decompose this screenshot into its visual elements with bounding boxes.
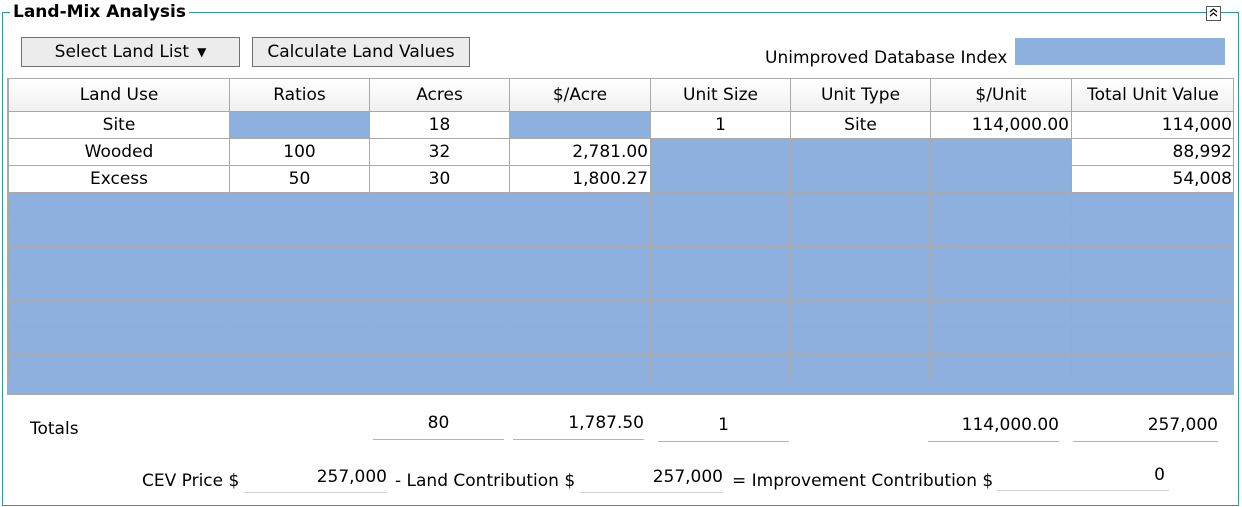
- cell-ratios[interactable]: [229, 110, 370, 139]
- select-land-list-label: Select Land List: [54, 42, 190, 62]
- table-row-empty[interactable]: [8, 245, 1233, 274]
- column-header-unit-size[interactable]: Unit Size: [650, 79, 791, 112]
- panel-title: Land-Mix Analysis: [10, 2, 189, 22]
- column-header-unit-type[interactable]: Unit Type: [790, 79, 931, 112]
- cell-unit-type[interactable]: Site: [790, 110, 931, 139]
- cell-acres[interactable]: 18: [369, 110, 510, 139]
- table-row: Wooded 100 32 2,781.00 88,992: [8, 137, 1233, 166]
- cell-per-unit[interactable]: [930, 137, 1072, 166]
- column-header-land-use[interactable]: Land Use: [8, 79, 230, 112]
- cell-per-acre[interactable]: [509, 110, 651, 139]
- dropdown-arrow-icon: ▼: [197, 45, 207, 59]
- cell-per-acre[interactable]: 1,800.27: [509, 164, 651, 193]
- land-mix-grid: Land Use Ratios Acres $/Acre Unit Size U…: [7, 78, 1234, 395]
- totals-per-acre: 1,787.50: [513, 413, 644, 440]
- cell-land-use[interactable]: Wooded: [8, 137, 230, 166]
- cell-unit-size[interactable]: 1: [650, 110, 791, 139]
- column-header-total-unit-value[interactable]: Total Unit Value: [1071, 79, 1233, 112]
- table-row-empty[interactable]: [8, 218, 1233, 247]
- table-row-empty[interactable]: [8, 191, 1233, 220]
- totals-per-unit: 114,000.00: [928, 415, 1059, 442]
- cell-per-acre[interactable]: 2,781.00: [509, 137, 651, 166]
- land-mix-table: Land Use Ratios Acres $/Acre Unit Size U…: [8, 79, 1233, 382]
- unimproved-db-index-field[interactable]: [1015, 38, 1225, 65]
- cell-per-unit[interactable]: 114,000.00: [930, 110, 1072, 139]
- table-row-empty[interactable]: [8, 353, 1233, 382]
- cell-total[interactable]: 54,008: [1071, 164, 1233, 193]
- cell-acres[interactable]: 32: [369, 137, 510, 166]
- improvement-contribution-value: 0: [997, 465, 1169, 491]
- table-row-empty[interactable]: [8, 299, 1233, 328]
- cell-ratios[interactable]: 50: [229, 164, 370, 193]
- totals-unit-size: 1: [658, 415, 789, 442]
- cell-unit-size[interactable]: [650, 137, 791, 166]
- column-header-ratios[interactable]: Ratios: [229, 79, 370, 112]
- cell-ratios[interactable]: 100: [229, 137, 370, 166]
- improvement-contribution-label: = Improvement Contribution $: [732, 471, 994, 491]
- column-header-per-acre[interactable]: $/Acre: [509, 79, 651, 112]
- land-mix-panel: [2, 12, 1239, 506]
- table-row: Site 18 1 Site 114,000.00 114,000: [8, 110, 1233, 139]
- cell-unit-type[interactable]: [790, 137, 931, 166]
- land-contribution-label: - Land Contribution $: [395, 471, 576, 491]
- unimproved-db-index-label: Unimproved Database Index: [765, 48, 1008, 68]
- table-row-empty[interactable]: [8, 326, 1233, 355]
- cell-unit-type[interactable]: [790, 164, 931, 193]
- cell-total[interactable]: 114,000: [1071, 110, 1233, 139]
- column-header-acres[interactable]: Acres: [369, 79, 510, 112]
- totals-label: Totals: [30, 419, 79, 439]
- calculate-land-values-label: Calculate Land Values: [267, 42, 455, 62]
- cell-land-use[interactable]: Excess: [8, 164, 230, 193]
- table-row-empty[interactable]: [8, 272, 1233, 301]
- cell-acres[interactable]: 30: [369, 164, 510, 193]
- collapse-button[interactable]: [1206, 6, 1221, 21]
- column-header-per-unit[interactable]: $/Unit: [930, 79, 1072, 112]
- totals-acres: 80: [373, 413, 504, 440]
- cev-price-value: 257,000: [244, 467, 387, 493]
- table-header-row: Land Use Ratios Acres $/Acre Unit Size U…: [8, 79, 1233, 112]
- chevron-up-icon: [1209, 7, 1218, 20]
- totals-total-unit-value: 257,000: [1073, 415, 1218, 442]
- select-land-list-button[interactable]: Select Land List ▼: [21, 37, 240, 67]
- cell-unit-size[interactable]: [650, 164, 791, 193]
- land-contribution-value: 257,000: [580, 467, 723, 493]
- table-row: Excess 50 30 1,800.27 54,008: [8, 164, 1233, 193]
- cell-total[interactable]: 88,992: [1071, 137, 1233, 166]
- cev-price-label: CEV Price $: [142, 471, 240, 491]
- cell-per-unit[interactable]: [930, 164, 1072, 193]
- cell-land-use[interactable]: Site: [8, 110, 230, 139]
- calculate-land-values-button[interactable]: Calculate Land Values: [252, 37, 470, 67]
